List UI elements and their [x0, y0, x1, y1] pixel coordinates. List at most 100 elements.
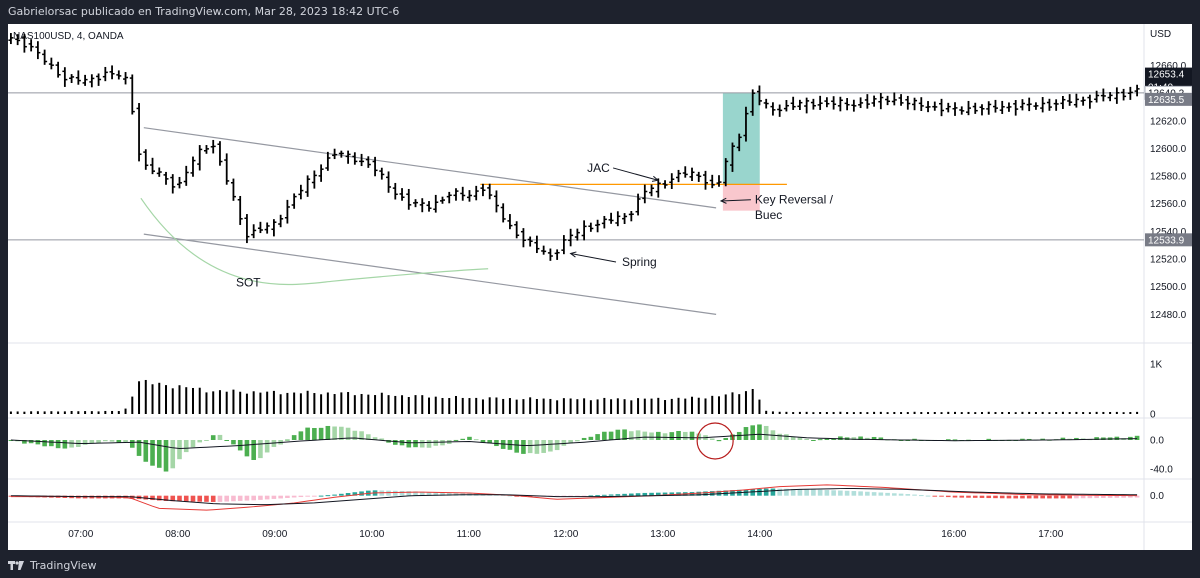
volume-bar — [933, 411, 936, 414]
ohlc-bar — [473, 185, 479, 201]
osc1-histogram-bar — [622, 429, 627, 440]
volume-bar — [562, 398, 565, 414]
osc2-histogram-bar — [871, 492, 877, 496]
osc1-histogram-bar — [210, 435, 216, 440]
ohlc-bar — [197, 145, 203, 171]
osc2-histogram-bar — [885, 492, 890, 496]
osc2-histogram-bar — [1053, 495, 1059, 499]
volume-tick-label: 0 — [1150, 410, 1156, 421]
osc2-histogram-bar — [190, 495, 196, 502]
osc2-histogram-bar — [244, 495, 250, 501]
ohlc-bar — [615, 211, 621, 227]
ohlc-bar — [682, 166, 688, 178]
osc1-histogram-bar — [763, 425, 769, 440]
ohlc-bar — [251, 224, 257, 239]
osc2-histogram-bar — [1040, 495, 1045, 499]
osc2-histogram-bar — [305, 495, 310, 497]
osc2-histogram-bar — [217, 495, 223, 502]
volume-bar — [589, 400, 592, 414]
ohlc-bar — [102, 66, 108, 82]
volume-bar — [306, 390, 309, 414]
volume-bar — [178, 385, 181, 414]
osc1-histogram-bar — [1114, 436, 1120, 440]
time-tick-label: 13:00 — [650, 529, 675, 540]
osc2-histogram-bar — [224, 495, 230, 502]
circle-marker — [696, 422, 734, 460]
ohlc-bar — [568, 228, 574, 247]
footer-brand: TradingView — [30, 558, 97, 572]
volume-bar — [205, 392, 208, 414]
osc2-histogram-bar — [615, 494, 621, 496]
ohlc-bar — [703, 170, 709, 190]
volume-bar — [987, 411, 990, 414]
osc1-histogram-bar — [129, 440, 135, 448]
osc2-histogram-bar — [865, 491, 870, 496]
price-tick-label: 12600.0 — [1150, 144, 1187, 155]
ohlc-bar — [1134, 84, 1140, 97]
ohlc-bar — [588, 222, 594, 232]
price-tick-label: 12580.0 — [1150, 172, 1187, 183]
ohlc-bar — [55, 61, 61, 78]
ohlc-bar — [972, 102, 978, 114]
volume-bar — [158, 382, 161, 414]
osc1-histogram-bar — [527, 440, 533, 454]
ohlc-bar — [183, 165, 189, 186]
osc1-histogram-bar — [912, 438, 917, 440]
osc1-histogram-bar — [784, 434, 789, 440]
osc1-histogram-bar — [170, 440, 176, 469]
volume-bar — [859, 411, 862, 414]
volume-bar — [245, 393, 248, 414]
osc1-histogram-bar — [521, 440, 526, 454]
ohlc-bar — [1013, 100, 1019, 116]
osc1-histogram-bar — [568, 440, 573, 444]
volume-bar — [1082, 412, 1085, 414]
osc2-histogram-bar — [918, 495, 924, 497]
ohlc-bar — [1080, 96, 1086, 106]
osc2-histogram-bar — [1060, 495, 1066, 499]
volume-bar — [495, 397, 498, 414]
volume-bar — [1041, 411, 1044, 414]
volume-bar — [191, 387, 194, 414]
time-tick-label: 09:00 — [262, 529, 287, 540]
osc1-histogram-bar — [952, 439, 958, 441]
osc1-histogram-bar — [615, 429, 621, 440]
osc1-histogram-bar — [838, 436, 843, 440]
chart-annotation: Spring — [622, 255, 657, 269]
volume-bar — [198, 387, 201, 414]
osc1-histogram-bar — [264, 440, 270, 453]
footer: TradingView — [8, 552, 308, 578]
volume-bar — [347, 392, 350, 414]
volume-bar — [481, 399, 484, 414]
osc1-histogram-bar — [655, 431, 661, 440]
volume-bar — [549, 398, 552, 414]
volume-bar — [879, 411, 882, 414]
volume-bar — [1075, 411, 1078, 414]
chart-area[interactable]: USD NAS100USD, 4, OANDA 12480.0 12500.0 1252… — [8, 24, 1192, 550]
osc1-histogram-bar — [723, 437, 729, 440]
ohlc-bar — [1087, 94, 1093, 109]
ohlc-bar — [831, 96, 837, 110]
osc2-histogram-bar — [419, 491, 425, 496]
ohlc-bar — [116, 70, 122, 80]
chart-canvas[interactable]: USD NAS100USD, 4, OANDA 12480.0 12500.0 1252… — [8, 24, 1192, 550]
osc1-histogram-bar — [595, 434, 600, 440]
osc2-histogram-bar — [635, 493, 641, 496]
osc1-histogram-bar — [898, 440, 904, 441]
ohlc-bar — [810, 98, 816, 110]
ohlc-bar — [898, 94, 904, 106]
ohlc-bar — [743, 106, 749, 142]
osc1-tick-label: -40.0 — [1150, 464, 1173, 475]
osc2-histogram-bar — [662, 492, 668, 496]
volume-bar — [165, 385, 168, 414]
osc2-histogram-bar — [177, 495, 182, 502]
volume-bar — [1028, 411, 1031, 414]
ohlc-bar — [466, 190, 472, 202]
osc2-histogram-bar — [892, 493, 897, 496]
volume-bar — [293, 392, 296, 414]
ohlc-bar — [574, 228, 580, 241]
osc2-histogram-bar — [1101, 495, 1106, 498]
osc2-histogram-bar — [1026, 495, 1032, 499]
osc1-histogram-bar — [662, 433, 668, 440]
ohlc-bar — [992, 99, 998, 113]
osc1-histogram-bar — [251, 440, 256, 460]
